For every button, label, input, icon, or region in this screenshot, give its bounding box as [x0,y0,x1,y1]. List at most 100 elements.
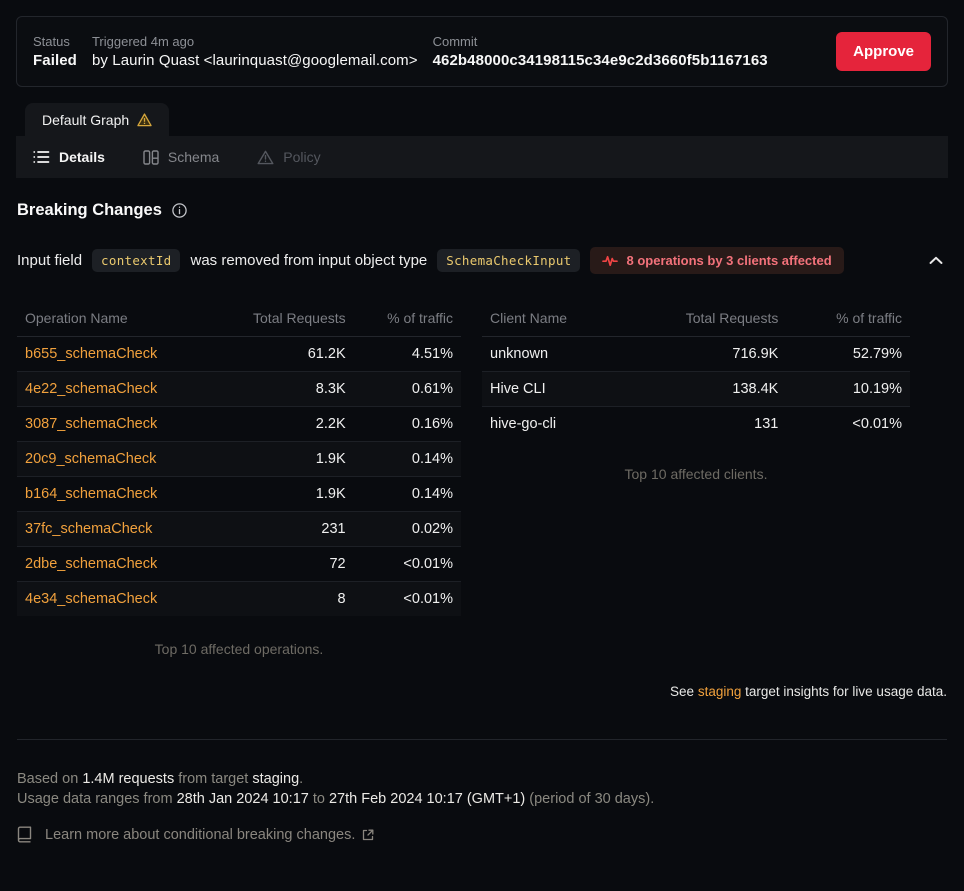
footer-emphasis-text: 28th Jan 2024 10:17 [176,791,309,807]
table-row: b164_schemaCheck 1.9K 0.14% [17,476,461,512]
commit-label: Commit [432,34,478,49]
check-summary-card: Status Failed Triggered 4m ago by Laurin… [16,16,948,87]
total-requests-cell: 61.2K [211,336,354,372]
usage-footer: Based on 1.4M requests from target stagi… [17,769,947,809]
traffic-percent-cell: 0.61% [353,371,461,407]
affected-badge-label: 8 operations by 3 clients affected [626,253,832,268]
breaking-changes-heading: Breaking Changes [17,201,947,220]
chevron-up-icon[interactable] [925,252,947,269]
traffic-percent-cell: 52.79% [786,336,910,372]
external-link-icon [362,829,374,841]
traffic-percent-cell: 4.51% [353,336,461,372]
total-requests-cell: 131 [754,416,779,432]
approve-button[interactable]: Approve [836,32,931,71]
operations-col-traffic: % of traffic [353,300,461,337]
table-row: 3087_schemaCheck 2.2K 0.16% [17,406,461,442]
clients-column: Client Name Total Requests % of traffic … [482,300,910,657]
table-row: 20c9_schemaCheck 1.9K 0.14% [17,441,461,477]
affected-operations-badge[interactable]: 8 operations by 3 clients affected [590,247,844,274]
operations-col-name: Operation Name [17,300,212,337]
insights-note-pre: See [670,684,698,699]
table-row: 4e22_schemaCheck 8.3K 0.61% [17,371,461,407]
tabs-area: Default Graph Details Schema Policy [16,103,948,178]
total-requests-cell: 72 [211,546,354,582]
operation-link[interactable]: 37fc_schemaCheck [25,521,153,537]
total-requests-cell: 1.9K [211,476,354,512]
type-code-chip: SchemaCheckInput [437,249,581,272]
operation-link[interactable]: 20c9_schemaCheck [25,451,157,467]
footer-muted-text: . [299,771,304,787]
pulse-icon [602,255,619,267]
operation-link[interactable]: b164_schemaCheck [25,486,158,502]
footer-muted-text: Usage data ranges from [17,791,177,807]
triggered-label: Triggered 4m ago [91,34,195,49]
clients-table-caption: Top 10 affected clients. [624,466,768,482]
operation-link[interactable]: b655_schemaCheck [25,346,158,362]
table-row: unknown 716.9K 52.79% [482,336,910,372]
breaking-changes-title: Breaking Changes [17,201,162,219]
operation-link[interactable]: 4e34_schemaCheck [25,591,158,607]
footer-muted-text: from target [174,771,253,787]
info-circle-icon[interactable] [172,203,187,218]
footer-emphasis-text: staging [252,771,300,787]
client-name-cell: Hive CLI [482,371,623,407]
learn-more-link[interactable]: Learn more about conditional breaking ch… [17,826,947,843]
subtab-bar: Details Schema Policy [16,136,948,178]
operation-link[interactable]: 2dbe_schemaCheck [25,556,158,572]
traffic-percent-cell: 0.16% [353,406,461,442]
learn-more-label: Learn more about conditional breaking ch… [45,826,356,843]
status-column: Status Failed [33,34,77,69]
footer-muted-text: Based on [17,771,83,787]
total-requests-cell: 231 [211,511,354,547]
traffic-percent-cell: 0.14% [353,476,461,512]
table-row: 2dbe_schemaCheck 72 <0.01% [17,546,461,582]
clients-col-name: Client Name [482,300,623,337]
status-label: Status [33,34,70,49]
operations-table: Operation Name Total Requests % of traff… [17,300,461,616]
tab-policy-label: Policy [283,149,321,165]
insights-note: See staging target insights for live usa… [17,684,947,699]
traffic-percent-cell: <0.01% [852,416,902,432]
traffic-percent-cell: 0.14% [353,441,461,477]
table-row: 4e34_schemaCheck 8 <0.01% [17,582,461,617]
commit-column: Commit 462b48000c34198115c34e9c2d3660f5b… [433,34,768,69]
triggered-column: Triggered 4m ago by Laurin Quast <laurin… [92,34,418,69]
operation-link[interactable]: 3087_schemaCheck [25,416,158,432]
total-requests-cell: 8 [211,582,353,617]
list-icon [33,150,50,164]
total-requests-cell: 1.9K [211,441,354,477]
tab-details[interactable]: Details [33,149,105,165]
traffic-percent-cell: <0.01% [354,582,461,617]
operations-column: Operation Name Total Requests % of traff… [17,300,461,657]
footer-divider [17,739,947,740]
footer-line-range: Usage data ranges from 28th Jan 2024 10:… [17,789,947,809]
tab-default-graph[interactable]: Default Graph [25,103,170,136]
footer-emphasis-text: 27th Feb 2024 10:17 (GMT+1) [328,791,526,807]
traffic-percent-cell: 10.19% [786,371,910,407]
warning-triangle-icon [137,113,152,127]
usage-tables: Operation Name Total Requests % of traff… [17,300,947,657]
tab-policy[interactable]: Policy [257,149,321,165]
clients-table: Client Name Total Requests % of traffic … [482,300,910,441]
footer-line-requests: Based on 1.4M requests from target stagi… [17,769,947,789]
operations-table-header-row: Operation Name Total Requests % of traff… [17,300,461,337]
operations-table-caption: Top 10 affected operations. [154,641,324,657]
graph-tab-label: Default Graph [42,112,130,128]
total-requests-cell: 2.2K [211,406,354,442]
client-name-cell: unknown [482,336,623,372]
breaking-change-summary[interactable]: Input field contextId was removed from i… [17,247,947,274]
staging-target-link[interactable]: staging [697,684,742,699]
change-middle: was removed from input object type [190,252,428,269]
footer-muted-text: to [308,791,329,807]
table-row: hive-go-cli 131 <0.01% [482,407,910,442]
triggered-by: by Laurin Quast <laurinquast@googlemail.… [91,52,418,69]
total-requests-cell: 8.3K [211,371,354,407]
field-code-chip: contextId [92,249,181,272]
clients-table-header-row: Client Name Total Requests % of traffic [482,300,910,337]
total-requests-cell: 138.4K [622,371,787,407]
tab-schema[interactable]: Schema [143,149,219,165]
warning-triangle-icon [257,150,274,165]
table-row: 37fc_schemaCheck 231 0.02% [17,511,461,547]
status-value: Failed [33,52,77,69]
operation-link[interactable]: 4e22_schemaCheck [25,381,158,397]
